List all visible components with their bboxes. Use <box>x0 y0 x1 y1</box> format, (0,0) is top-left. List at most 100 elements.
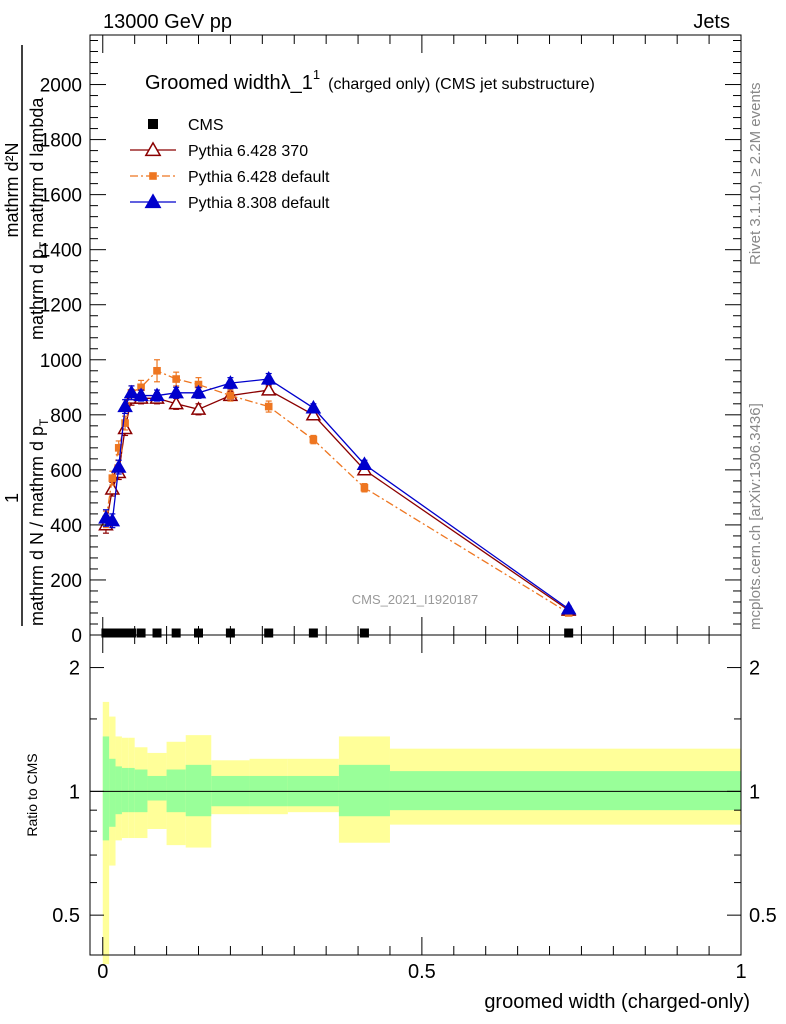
series-line <box>105 378 570 610</box>
data-point <box>190 384 207 399</box>
ratio-y-tick-label-right: 2 <box>749 658 760 680</box>
svg-text:mathrm d pTmathrm d lambda: mathrm d pTmathrm d lambda <box>27 97 51 340</box>
data-point <box>171 628 181 638</box>
data-point <box>136 628 146 638</box>
legend-label: Pythia 8.308 default <box>188 195 330 212</box>
ylabel-frac-den: mathrm d N / mathrm d p <box>27 426 47 626</box>
main-y-tick-label: 2000 <box>40 76 82 97</box>
data-point <box>101 628 111 638</box>
svg-text:Groomed widthλ_11(charged only: Groomed widthλ_11 (charged only) (CMS jet… <box>145 67 595 94</box>
category-label: Jets <box>693 11 730 33</box>
data-point <box>153 366 161 375</box>
data-point <box>121 419 129 427</box>
data-point <box>172 375 180 383</box>
data-point <box>260 382 277 396</box>
data-point <box>226 391 235 400</box>
rivet-label: Rivet 3.1.10, ≥ 2.2M events <box>747 83 764 266</box>
ratio-band-inner <box>121 767 129 813</box>
data-point <box>359 628 369 638</box>
data-point <box>190 401 207 415</box>
data-point <box>144 193 162 209</box>
main-y-tick-label: 1600 <box>40 186 82 207</box>
ratio-y-tick-label-right: 0.5 <box>749 905 777 927</box>
main-y-tick-label: 1200 <box>40 296 82 317</box>
mcplots-label: mcplots.cern.ch [arXiv:1306.3436] <box>747 403 764 630</box>
data-point <box>144 141 162 157</box>
ratio-y-label: Ratio to CMS <box>24 753 40 836</box>
ratio-band-inner <box>128 767 135 813</box>
data-point <box>133 387 149 402</box>
plot-title-suffix: (charged only) (CMS jet substructure) <box>328 76 595 93</box>
data-point <box>305 399 322 414</box>
x-tick-label: 0 <box>97 961 108 983</box>
legend-label: Pythia 6.428 370 <box>188 143 308 160</box>
series-line <box>105 389 570 611</box>
svg-text:mathrm d N / mathrm d pT: mathrm d N / mathrm d pT <box>27 418 51 626</box>
data-point <box>108 474 117 482</box>
ratio-band-inner <box>389 771 741 811</box>
data-point <box>260 371 277 385</box>
legend: CMS Pythia 6.428 370 Pythia 6.428 default P… <box>130 117 330 212</box>
ylabel-dn-den-tail: mathrm d lambda <box>27 97 47 238</box>
data-point <box>114 444 123 452</box>
data-point <box>360 483 369 492</box>
series-cms <box>101 628 574 638</box>
ratio-band-inner <box>115 766 122 815</box>
data-point <box>137 383 145 392</box>
series-line <box>105 370 570 614</box>
ratio-band-inner <box>338 764 390 817</box>
data-point <box>264 402 273 411</box>
ratio-y-tick-label: 0.5 <box>52 905 80 927</box>
data-point <box>308 628 318 638</box>
data-point <box>120 628 130 638</box>
data-point <box>309 435 318 444</box>
ylabel-dn-den: mathrm d p <box>27 249 47 340</box>
legend-item: CMS <box>148 117 224 134</box>
ratio-band-inner <box>134 769 148 813</box>
x-axis-label: groomed width (charged-only) <box>484 991 750 1013</box>
plot-title-sup: 1 <box>313 67 320 82</box>
main-y-tick-label: 0 <box>71 626 82 647</box>
data-point <box>264 628 274 638</box>
main-y-tick-label: 800 <box>50 406 82 427</box>
main-y-tick-label: 1000 <box>40 351 82 372</box>
ylabel-frac-num: 1 <box>2 493 22 503</box>
legend-item: Pythia 6.428 default <box>130 169 330 186</box>
y-axis-label: 1 mathrm d N / mathrm d pT mathrm d²N ma… <box>2 45 51 626</box>
data-point <box>168 384 184 399</box>
series-pythia-6-428-370 <box>98 382 577 616</box>
ratio-band-inner <box>166 769 186 813</box>
data-point <box>126 628 136 638</box>
main-y-tick-label: 600 <box>50 461 82 482</box>
watermark: CMS_2021_I1920187 <box>352 592 479 607</box>
data-point <box>560 600 577 615</box>
ratio-y-tick-label-right: 1 <box>749 781 760 803</box>
main-y-tick-label: 1800 <box>40 131 82 152</box>
energy-label: 13000 GeV pp <box>103 11 232 33</box>
legend-item: Pythia 6.428 370 <box>130 141 308 160</box>
legend-item: Pythia 8.308 default <box>130 193 330 212</box>
data-point <box>149 172 157 180</box>
main-plot-panel: 0 200 400 600 800 1000 1200 1400 1600 1800 2000 CM… <box>2 34 742 647</box>
data-point <box>356 456 373 470</box>
x-tick-label: 1 <box>735 961 746 983</box>
legend-label: Pythia 6.428 default <box>188 169 330 186</box>
data-point <box>305 406 322 421</box>
ratio-y-tick-label: 2 <box>69 658 80 680</box>
plot-title-main: Groomed widthλ_1 <box>145 72 313 94</box>
plot-title: Groomed widthλ_11 (charged only) (CMS jet… <box>145 67 595 94</box>
data-point <box>152 628 162 638</box>
ylabel-dn-den-sub: T <box>37 241 51 249</box>
ratio-plot-panel: 0.5 0.5 1 1 2 2 0 0.5 1 Ratio to CMS groomed wid… <box>24 35 777 1013</box>
series-pythia-8-308-default <box>98 371 577 615</box>
ylabel-frac-den-sub: T <box>37 418 51 426</box>
data-point <box>564 628 574 638</box>
data-point <box>222 375 239 389</box>
data-point <box>104 512 121 527</box>
ratio-frame <box>89 634 742 956</box>
x-tick-label: 0.5 <box>408 961 436 983</box>
data-point <box>148 119 158 129</box>
main-y-tick-label: 200 <box>50 571 82 592</box>
main-y-tick-label: 400 <box>50 516 82 537</box>
